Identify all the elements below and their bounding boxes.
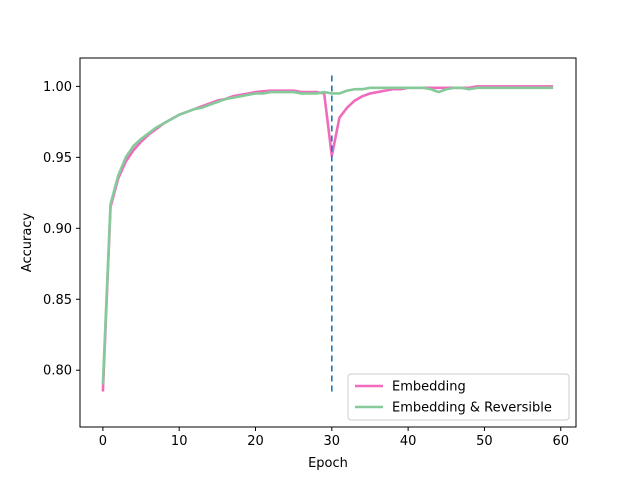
x-tick-label: 0 <box>99 434 107 449</box>
legend-entry-label: Embedding & Reversible <box>392 401 552 416</box>
y-tick-label: 0.90 <box>43 222 72 237</box>
plot-frame <box>79 57 577 428</box>
y-tick-label: 0.85 <box>43 293 72 308</box>
x-tick-label: 20 <box>247 434 264 449</box>
x-tick-label: 40 <box>400 434 417 449</box>
y-tick-label: 1.00 <box>43 80 72 95</box>
x-tick-label: 30 <box>324 434 341 449</box>
y-axis-ticks: 0.80 0.85 0.90 0.95 1.00 <box>43 80 80 379</box>
y-axis-label: Accuracy <box>20 213 35 273</box>
x-tick-label: 60 <box>552 434 569 449</box>
legend: Embedding Embedding & Reversible <box>347 373 570 421</box>
x-tick-label: 10 <box>171 434 188 449</box>
y-tick-label: 0.95 <box>43 151 72 166</box>
x-axis-label: Epoch <box>308 456 348 471</box>
legend-box <box>347 373 570 421</box>
series-group <box>101 72 554 392</box>
plot-content <box>101 72 554 392</box>
y-tick-label: 0.80 <box>43 364 72 379</box>
x-axis-ticks: 0 10 20 30 40 50 60 <box>99 427 569 449</box>
series-line-2 <box>101 86 554 385</box>
legend-entry-label: Embedding <box>392 380 466 395</box>
x-tick-label: 50 <box>476 434 493 449</box>
